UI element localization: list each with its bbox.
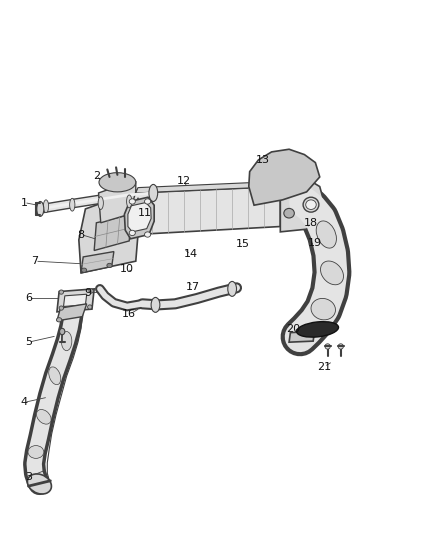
Ellipse shape (98, 197, 103, 209)
Ellipse shape (316, 221, 336, 248)
Text: 5: 5 (25, 337, 32, 347)
Ellipse shape (57, 318, 62, 322)
Ellipse shape (60, 328, 65, 335)
Polygon shape (99, 181, 136, 223)
Text: 20: 20 (286, 325, 300, 334)
Text: 3: 3 (25, 472, 32, 482)
Polygon shape (136, 187, 280, 235)
Text: 2: 2 (93, 171, 100, 181)
Ellipse shape (129, 230, 135, 236)
Text: 17: 17 (186, 282, 200, 292)
Ellipse shape (151, 297, 160, 312)
Text: 19: 19 (308, 238, 322, 247)
Polygon shape (289, 332, 314, 342)
Polygon shape (81, 252, 114, 273)
Ellipse shape (36, 409, 51, 424)
Polygon shape (124, 197, 154, 239)
Ellipse shape (228, 281, 237, 296)
Text: 13: 13 (256, 155, 270, 165)
Text: 16: 16 (122, 310, 136, 319)
Ellipse shape (49, 367, 61, 385)
Polygon shape (64, 294, 87, 306)
Text: 14: 14 (184, 249, 198, 259)
Text: 6: 6 (25, 294, 32, 303)
Ellipse shape (145, 199, 151, 204)
Ellipse shape (325, 344, 330, 349)
Ellipse shape (129, 199, 135, 204)
Ellipse shape (107, 263, 112, 268)
Ellipse shape (284, 208, 294, 218)
Polygon shape (128, 203, 151, 232)
Ellipse shape (338, 344, 343, 349)
Text: 9: 9 (84, 288, 91, 298)
Polygon shape (136, 181, 283, 193)
Ellipse shape (306, 200, 316, 209)
Text: 18: 18 (304, 218, 318, 228)
Ellipse shape (43, 200, 49, 213)
Ellipse shape (81, 268, 87, 272)
Polygon shape (94, 214, 131, 251)
Polygon shape (79, 193, 138, 273)
Ellipse shape (88, 305, 92, 309)
Ellipse shape (297, 321, 339, 337)
Text: 7: 7 (32, 256, 39, 266)
Text: 4: 4 (21, 398, 28, 407)
Ellipse shape (89, 289, 93, 293)
Ellipse shape (303, 197, 319, 212)
Text: 11: 11 (138, 208, 152, 218)
Ellipse shape (28, 446, 44, 458)
Ellipse shape (59, 290, 64, 294)
Polygon shape (249, 149, 320, 205)
Text: 21: 21 (317, 362, 331, 372)
Ellipse shape (311, 298, 336, 320)
Text: 10: 10 (120, 264, 134, 274)
Ellipse shape (149, 184, 158, 201)
Ellipse shape (321, 261, 343, 285)
Ellipse shape (61, 332, 72, 351)
Text: 1: 1 (21, 198, 28, 207)
Text: 15: 15 (236, 239, 250, 248)
Ellipse shape (37, 201, 44, 216)
Polygon shape (57, 289, 94, 312)
Ellipse shape (28, 474, 51, 494)
Ellipse shape (99, 173, 136, 192)
Ellipse shape (70, 198, 75, 211)
Polygon shape (280, 177, 324, 232)
Ellipse shape (145, 232, 151, 237)
Polygon shape (57, 304, 87, 321)
Text: 12: 12 (177, 176, 191, 186)
Ellipse shape (127, 195, 132, 208)
Text: 8: 8 (78, 230, 85, 239)
Ellipse shape (59, 306, 64, 310)
